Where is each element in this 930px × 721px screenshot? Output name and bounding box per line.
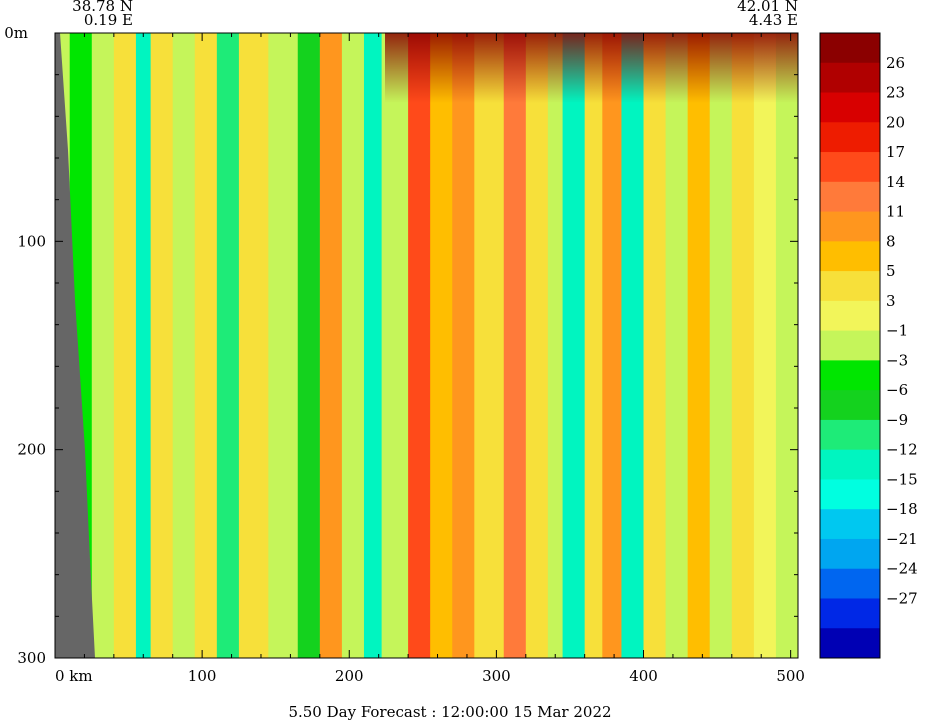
colorbar-swatch bbox=[820, 598, 880, 629]
colorbar-label: −1 bbox=[886, 322, 908, 340]
colorbar-swatch bbox=[820, 300, 880, 332]
corner-right-lat: 42.01 N bbox=[737, 0, 798, 15]
corner-left-lon: 0.19 E bbox=[84, 11, 133, 29]
colorbar-label: 14 bbox=[886, 173, 905, 191]
data-band bbox=[474, 33, 505, 658]
land-mask bbox=[55, 33, 95, 658]
x-tick-label: 400 bbox=[629, 667, 658, 685]
data-band bbox=[503, 33, 527, 658]
y-tick-label: 100 bbox=[17, 232, 46, 250]
corner-left-lat: 38.78 N bbox=[72, 0, 133, 15]
colorbar-label: 11 bbox=[886, 203, 905, 221]
data-band bbox=[731, 33, 755, 658]
colorbar-swatch bbox=[820, 509, 880, 540]
data-band bbox=[547, 33, 564, 658]
colorbar-label: 20 bbox=[886, 113, 905, 131]
colorbar: 26 23 20 17 14 11 8 5 3 −1 −3 −6 −9 −12 −15 −18 −21 −24 −2… bbox=[819, 32, 918, 659]
colorbar-swatch bbox=[820, 271, 880, 302]
plot-frame bbox=[54, 32, 799, 659]
data-band bbox=[753, 33, 777, 658]
colorbar-swatch bbox=[820, 152, 880, 183]
data-band bbox=[452, 33, 475, 658]
y-tick-label: 200 bbox=[17, 441, 46, 459]
colorbar-frame bbox=[819, 32, 881, 659]
data-band bbox=[584, 33, 603, 658]
data-band bbox=[408, 33, 431, 658]
colorbar-swatch bbox=[820, 62, 880, 94]
colorbar-swatch bbox=[820, 390, 880, 421]
data-band bbox=[665, 33, 689, 658]
data-band bbox=[775, 33, 798, 658]
colorbar-swatch bbox=[820, 241, 880, 272]
colorbar-label: −15 bbox=[886, 470, 918, 488]
data-band bbox=[687, 33, 711, 658]
data-bands bbox=[55, 33, 798, 658]
data-band bbox=[135, 33, 152, 658]
colorbar-label: −27 bbox=[886, 589, 918, 607]
colorbar-swatch bbox=[820, 479, 880, 510]
colorbar-label: 17 bbox=[886, 143, 905, 161]
data-band bbox=[268, 33, 299, 658]
colorbar-swatch bbox=[820, 92, 880, 123]
colorbar-swatch bbox=[820, 538, 880, 570]
surface-warm-layer bbox=[385, 33, 798, 103]
colorbar-label: −18 bbox=[886, 500, 918, 518]
colorbar-label: 5 bbox=[886, 262, 896, 280]
data-band bbox=[381, 33, 409, 658]
x-tick-label: 0 km bbox=[55, 667, 93, 685]
y-tick-label: 300 bbox=[17, 649, 46, 667]
colorbar-swatch bbox=[820, 628, 880, 659]
data-band bbox=[172, 33, 196, 658]
colorbar-label: −21 bbox=[886, 530, 918, 548]
data-band bbox=[709, 33, 733, 658]
corner-right-lon: 4.43 E bbox=[749, 11, 798, 29]
x-tick-label: 300 bbox=[482, 667, 511, 685]
colorbar-swatch bbox=[820, 360, 880, 391]
x-tick-label: 500 bbox=[776, 667, 805, 685]
colorbar-label: 23 bbox=[886, 84, 905, 102]
data-band bbox=[297, 33, 321, 658]
colorbar-swatch bbox=[820, 33, 880, 64]
x-tick-label: 100 bbox=[188, 667, 217, 685]
data-band bbox=[525, 33, 549, 658]
colorbar-label: −12 bbox=[886, 441, 918, 459]
colorbar-label: −3 bbox=[886, 351, 908, 369]
data-band bbox=[430, 33, 453, 658]
data-band bbox=[602, 33, 623, 658]
data-band bbox=[150, 33, 174, 658]
data-band bbox=[341, 33, 365, 658]
colorbar-label: 8 bbox=[886, 232, 896, 250]
data-band bbox=[194, 33, 218, 658]
axes: 0 km 100 200 300 400 500 0m 100 200 300 bbox=[4, 24, 805, 685]
data-band bbox=[643, 33, 667, 658]
colorbar-swatch bbox=[820, 568, 880, 599]
colorbar-label: −24 bbox=[886, 560, 918, 578]
data-band bbox=[363, 33, 383, 658]
colorbar-swatch bbox=[820, 181, 880, 213]
colorbar-swatch bbox=[820, 211, 880, 242]
x-tick-label: 200 bbox=[335, 667, 364, 685]
colorbar-swatch bbox=[820, 419, 880, 451]
colorbar-swatch bbox=[820, 449, 880, 480]
y-tick-label: 0m bbox=[4, 24, 28, 42]
data-band bbox=[113, 33, 137, 658]
data-band bbox=[91, 33, 115, 658]
colorbar-swatch bbox=[820, 122, 880, 153]
colorbar-swatch bbox=[820, 330, 880, 361]
data-band bbox=[562, 33, 586, 658]
data-band bbox=[319, 33, 343, 658]
colorbar-label: 26 bbox=[886, 54, 905, 72]
data-band bbox=[238, 33, 269, 658]
data-band bbox=[216, 33, 240, 658]
section-plot bbox=[55, 33, 798, 658]
colorbar-label: −9 bbox=[886, 411, 908, 429]
colorbar-label: 3 bbox=[886, 292, 896, 310]
forecast-footer: 5.50 Day Forecast : 12:00:00 15 Mar 2022 bbox=[288, 703, 611, 721]
data-band bbox=[621, 33, 645, 658]
colorbar-label: −6 bbox=[886, 381, 908, 399]
